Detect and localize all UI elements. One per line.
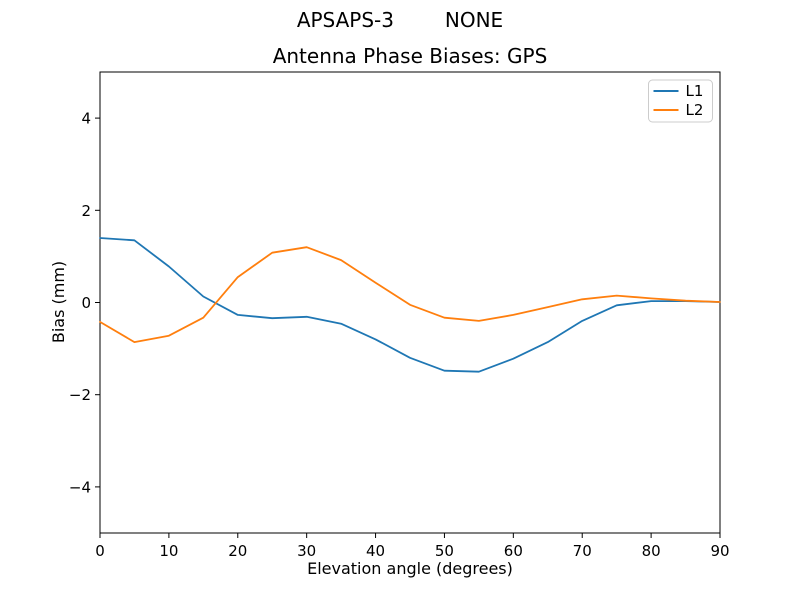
- series-line-l2: [99, 246, 721, 344]
- plot-border: [99, 71, 721, 534]
- x-tick-label: 90: [710, 542, 729, 560]
- x-tick-label: 60: [504, 542, 523, 560]
- y-tick-label: 0: [81, 294, 91, 312]
- figure-suptitle: APSAPS-3 NONE: [297, 8, 503, 32]
- axis-ticks: 0 10 20 30 40 50 60 70 80 90 −4 −2 0 2 4: [69, 110, 730, 560]
- x-tick-label: 10: [159, 542, 178, 560]
- y-tick-label: −4: [69, 478, 91, 496]
- x-tick-label: 70: [573, 542, 592, 560]
- legend-label-l1: L1: [686, 82, 704, 100]
- series-line-l1: [99, 237, 721, 373]
- legend-label-l2: L2: [686, 101, 704, 119]
- x-tick-label: 0: [95, 542, 105, 560]
- data-series: [99, 237, 721, 373]
- x-tick-label: 20: [228, 542, 247, 560]
- y-tick-label: −2: [69, 386, 91, 404]
- y-tick-label: 2: [81, 202, 91, 220]
- x-tick-label: 80: [642, 542, 661, 560]
- y-axis-label: Bias (mm): [49, 261, 68, 343]
- x-axis-label: Elevation angle (degrees): [307, 559, 513, 578]
- x-tick-label: 30: [297, 542, 316, 560]
- y-tick-label: 4: [81, 110, 91, 128]
- axes-title: Antenna Phase Biases: GPS: [273, 44, 548, 68]
- x-tick-label: 50: [435, 542, 454, 560]
- x-tick-label: 40: [366, 542, 385, 560]
